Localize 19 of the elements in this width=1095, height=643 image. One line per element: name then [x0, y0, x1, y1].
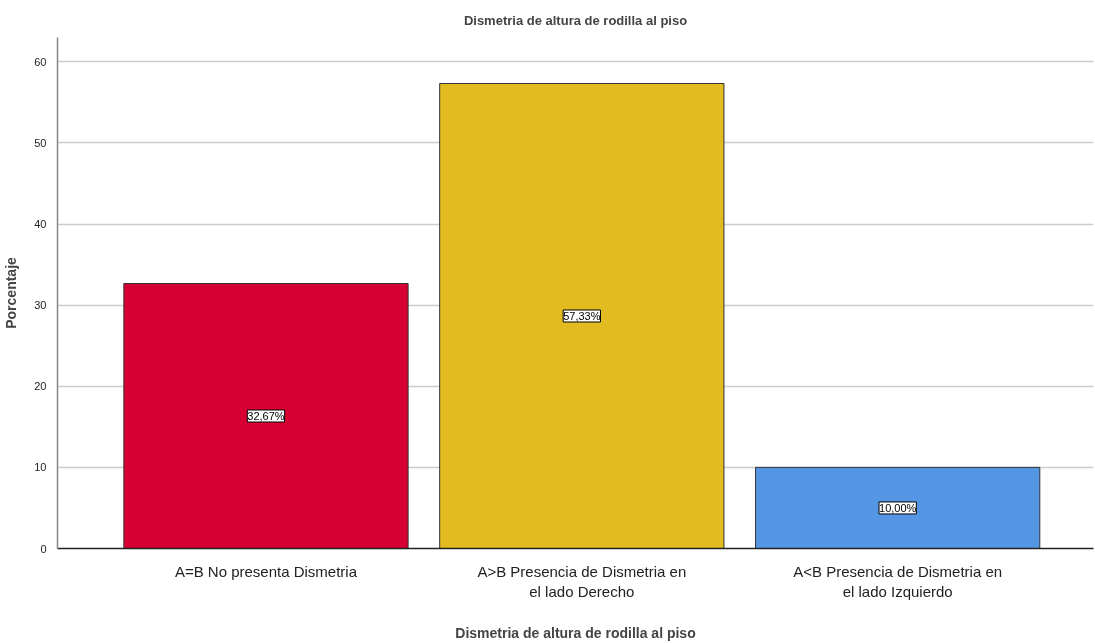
y-tick-label: 60: [34, 55, 47, 68]
bar: [123, 283, 409, 549]
x-axis-title: Dismetria de altura de rodilla al piso: [455, 624, 696, 641]
y-tick-label: 0: [40, 542, 47, 555]
x-tick-label: A<B Presencia de Dismetria en el lado Izquierdo: [793, 562, 1003, 600]
data-label: 10,00%: [879, 501, 917, 514]
data-label: 32,67%: [247, 410, 285, 423]
x-tick-label: A>B Presencia de Dismetria en el lado Derecho: [477, 562, 687, 600]
bar: [439, 82, 725, 549]
x-tick-label: A=B No presenta Dismetria: [174, 562, 358, 580]
y-tick-label: 10: [34, 461, 47, 474]
y-tick-label: 20: [34, 380, 47, 393]
bar: [755, 466, 1041, 549]
y-tick-label: 40: [34, 218, 47, 231]
y-tick-label: 30: [34, 299, 47, 312]
chart-title: Dismetria de altura de rodilla al piso: [463, 12, 688, 28]
data-label: 57,33%: [563, 309, 601, 322]
y-tick-label: 50: [34, 136, 47, 149]
y-axis-title: Porcentaje: [3, 256, 20, 329]
